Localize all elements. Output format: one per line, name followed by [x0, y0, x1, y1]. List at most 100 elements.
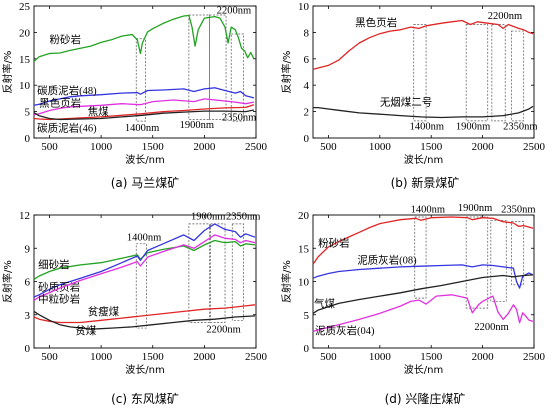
series-label: 贫瘦煤 [88, 305, 120, 318]
series-line [313, 105, 534, 119]
wavelength-annotation: 2200nm [217, 5, 251, 16]
y-axis-label: 反射率/% [280, 260, 293, 303]
absorption-band-box [465, 216, 489, 309]
x-axis-label: 波长/nm [125, 153, 164, 166]
x-tick-label: 500 [320, 141, 337, 153]
y-tick-label: 4 [304, 80, 310, 92]
wavelength-annotation: 2350nm [501, 204, 535, 215]
chart-panel-3: 500 1000 1500 2000 2500 0 3 6 9 12 波长/nm 反射率/% 细砂岩砂质… [1, 210, 268, 406]
series-line [33, 98, 255, 116]
y-tick-label: 9 [25, 243, 31, 255]
x-tick-label: 2500 [523, 351, 546, 363]
absorption-band-box [490, 219, 507, 302]
series-line [33, 239, 256, 280]
series-label: 气煤 [314, 297, 335, 310]
x-tick-label: 2000 [472, 141, 495, 153]
y-tick-label: 12 [19, 210, 30, 222]
absorption-band-box [231, 223, 244, 321]
wavelength-annotation: 2200nm [206, 324, 240, 335]
absorption-band-box [135, 243, 147, 329]
wavelength-annotation: 1900nm [180, 120, 214, 131]
absorption-band-box [209, 14, 227, 120]
wavelength-annotation: 1900nm [456, 121, 490, 132]
series-label: 细砂岩 [38, 258, 70, 271]
y-tick-label: 8 [304, 27, 310, 39]
series-line [33, 87, 255, 106]
panel-caption: (b) 新景煤矿 [391, 175, 460, 190]
y-tick-label: 5 [25, 107, 31, 119]
series-label: 无烟煤二号 [380, 96, 433, 109]
y-tick-label: 3 [25, 310, 31, 322]
x-tick-label: 500 [41, 141, 58, 153]
x-tick-label: 2500 [245, 351, 268, 363]
y-axis-label: 反射率/% [1, 260, 14, 303]
series-line [33, 14, 255, 62]
y-tick-label: 25 [19, 1, 31, 13]
series-line [312, 274, 534, 314]
plot-frame [312, 5, 535, 139]
x-tick-label: 2000 [472, 351, 495, 363]
series-label: 粉砂岩 [318, 236, 350, 249]
series-line [33, 104, 255, 121]
y-axis-label: 反射率/% [280, 51, 293, 94]
series-line [312, 19, 534, 71]
y-tick-label: 10 [19, 80, 31, 92]
absorption-band-box [230, 33, 244, 122]
y-tick-label: 6 [25, 277, 31, 289]
x-axis-label: 波长/nm [125, 363, 164, 376]
x-tick-label: 2000 [193, 141, 216, 153]
series-label: 泥质灰岩(04) [315, 324, 375, 337]
x-axis-label: 波长/nm [404, 153, 443, 166]
x-tick-label: 1500 [142, 141, 165, 153]
series-label: 焦煤 [88, 105, 109, 118]
x-tick-label: 2000 [193, 351, 216, 363]
y-tick-label: 15 [298, 243, 310, 255]
y-axis-label: 反射率/% [1, 51, 14, 94]
y-tick-label: 6 [304, 54, 310, 66]
x-tick-label: 2500 [245, 141, 268, 153]
series-label: 中粒砂岩 [38, 293, 80, 306]
x-tick-label: 1000 [90, 351, 113, 363]
wavelength-annotation: 1400nm [411, 204, 445, 215]
absorption-band-box [210, 223, 226, 323]
wavelength-annotation: 1400nm [125, 123, 159, 134]
panel-caption: (a) 马兰煤矿 [111, 176, 180, 190]
series-label: 碳质泥岩(48) [37, 84, 97, 97]
y-tick-label: 0 [25, 343, 31, 355]
series-label: 泥质灰岩(08) [357, 254, 417, 267]
wavelength-annotation: 1400nm [410, 121, 444, 132]
y-tick-label: 0 [25, 133, 31, 145]
x-tick-label: 1500 [420, 141, 443, 153]
series-label: 砂质页岩 [38, 280, 80, 293]
x-tick-label: 1000 [90, 141, 113, 153]
chart-panel-4: 500 1000 1500 2000 2500 0 5 10 15 20 波长/nm 反射率/% 粉砂岩… [280, 203, 546, 406]
series-line [33, 234, 256, 301]
y-tick-label: 20 [298, 210, 310, 222]
y-tick-label: 0 [304, 133, 310, 145]
wavelength-annotation: 1900nm [458, 203, 492, 214]
x-tick-label: 500 [41, 351, 58, 363]
absorption-band-box [413, 24, 427, 122]
y-tick-label: 15 [19, 54, 31, 66]
series-line [312, 264, 534, 289]
wavelength-annotation: 2200nm [474, 322, 508, 333]
panel-caption: (c) 东风煤矿 [111, 392, 179, 406]
x-tick-label: 1500 [420, 351, 443, 363]
series-line [33, 109, 255, 121]
series-line [312, 294, 534, 333]
absorption-band-box [465, 24, 489, 122]
x-tick-label: 1000 [369, 141, 392, 153]
series-line [33, 223, 256, 298]
plot-frame [33, 5, 257, 139]
absorption-band-box [188, 223, 210, 323]
x-tick-label: 1500 [142, 351, 165, 363]
chart-panel-1: 500 1000 1500 2000 2500 0 5 10 15 20 25 波长/nm 反射率/% 粉… [1, 1, 268, 190]
absorption-band-box [511, 30, 525, 122]
chart-panel-2: 500 1000 1500 2000 2500 0 2 4 6 8 10 波长/nm 反射率/% 黑色页岩… [280, 1, 546, 190]
absorption-band-box [414, 216, 427, 299]
wavelength-annotation: 1900nm [191, 211, 225, 222]
series-label: 粉砂岩 [49, 33, 81, 46]
y-tick-label: 20 [19, 27, 31, 39]
